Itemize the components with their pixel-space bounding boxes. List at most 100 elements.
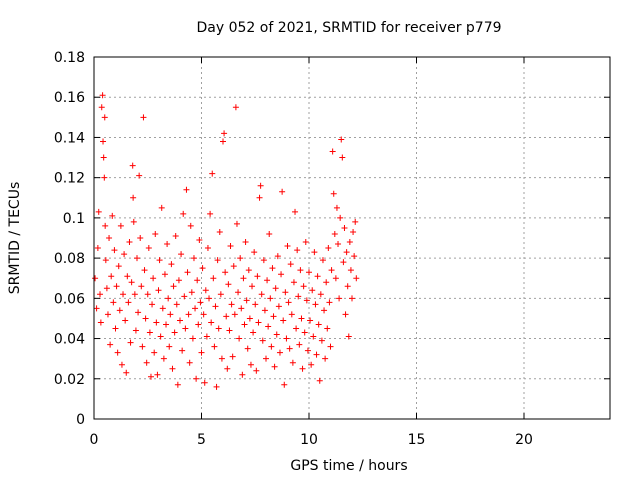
data-point (326, 299, 333, 306)
grid-lines (94, 57, 610, 419)
data-point (257, 182, 264, 189)
data-point (181, 293, 188, 300)
x-tick-label: 20 (515, 432, 533, 448)
data-point (131, 291, 138, 298)
data-point (271, 363, 278, 370)
data-point (327, 343, 334, 350)
data-point (232, 104, 239, 111)
data-point (210, 275, 217, 282)
data-point (203, 333, 210, 340)
y-tick-label: 0.06 (54, 291, 85, 307)
data-point (352, 218, 359, 225)
data-point (267, 295, 274, 302)
data-point (145, 245, 152, 252)
data-point (109, 212, 116, 219)
data-point (149, 301, 156, 308)
x-tick-label: 15 (408, 432, 426, 448)
x-tick-labels: 0 5 10 15 20 (90, 432, 533, 448)
data-point (341, 224, 348, 231)
data-point (308, 361, 315, 368)
data-point (347, 267, 354, 274)
data-point (130, 194, 137, 201)
data-point (287, 261, 294, 268)
data-point (311, 249, 318, 256)
data-point (245, 267, 252, 274)
data-point (296, 341, 303, 348)
data-point (201, 379, 208, 386)
data-point (317, 291, 324, 298)
data-point (342, 311, 349, 318)
data-point (263, 355, 269, 362)
data-point (129, 162, 136, 169)
data-point (272, 285, 279, 292)
data-point (231, 311, 238, 318)
data-point (324, 325, 331, 332)
data-point (256, 194, 263, 201)
data-point (237, 255, 244, 262)
data-point (217, 291, 224, 298)
data-point (302, 239, 309, 246)
data-point (270, 313, 277, 320)
data-point (196, 237, 203, 244)
axis-ticks (93, 56, 610, 420)
data-point (189, 335, 196, 342)
data-point (159, 305, 166, 312)
y-tick-label: 0.16 (54, 90, 85, 106)
data-point (335, 241, 342, 248)
data-point (142, 315, 149, 322)
data-point (328, 267, 335, 274)
data-point (309, 287, 316, 294)
data-point (160, 355, 167, 362)
data-point (165, 295, 172, 302)
data-point (121, 251, 128, 258)
data-point (268, 343, 275, 350)
data-point (195, 321, 202, 328)
data-point (136, 172, 143, 179)
data-point (120, 291, 127, 298)
data-point (180, 210, 187, 217)
data-point (104, 311, 111, 318)
data-point (273, 331, 280, 338)
data-point (321, 307, 328, 314)
data-point (110, 299, 117, 306)
data-point (163, 321, 170, 328)
data-point (306, 269, 312, 276)
data-point (124, 273, 131, 280)
data-point (157, 333, 164, 340)
data-point (249, 283, 256, 290)
data-point (161, 271, 168, 278)
data-point (274, 253, 281, 260)
data-point (132, 327, 139, 334)
data-point (95, 208, 102, 215)
data-point (177, 317, 183, 324)
chart-title: Day 052 of 2021, SRMTID for receiver p77… (196, 20, 501, 36)
data-point (94, 245, 101, 252)
data-point (252, 301, 259, 308)
x-tick-label: 10 (300, 432, 318, 448)
data-point (251, 249, 258, 256)
data-point (125, 299, 132, 306)
y-tick-label: 0.1 (63, 211, 85, 227)
data-point (290, 279, 297, 286)
data-point (200, 311, 207, 318)
data-point (194, 277, 201, 284)
data-point (113, 283, 120, 290)
data-point (351, 253, 358, 260)
data-point (179, 347, 186, 354)
data-point (167, 311, 174, 318)
data-point (264, 277, 271, 284)
y-tick-label: 0.18 (54, 50, 85, 66)
data-point (224, 365, 231, 372)
data-point (244, 345, 251, 352)
data-point (140, 114, 147, 121)
data-point (135, 309, 142, 316)
data-point (331, 230, 338, 237)
data-point (344, 283, 351, 290)
data-point (114, 349, 121, 356)
data-point (336, 295, 343, 302)
data-point (299, 365, 306, 372)
data-point (209, 170, 216, 177)
y-tick-label: 0.02 (54, 372, 85, 388)
data-point (101, 114, 108, 121)
y-axis-label: SRMTID / TECUs (7, 182, 23, 295)
